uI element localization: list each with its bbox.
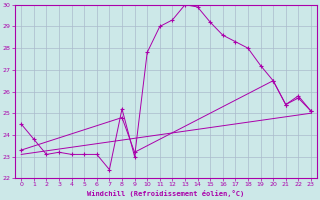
- X-axis label: Windchill (Refroidissement éolien,°C): Windchill (Refroidissement éolien,°C): [87, 190, 245, 197]
